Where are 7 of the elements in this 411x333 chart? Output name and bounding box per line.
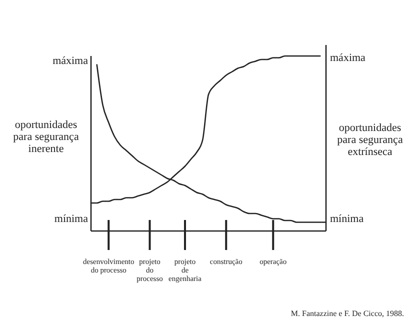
text: máxima [330,52,366,64]
text: mínima [330,213,364,225]
y2-axis-title: oportunidades para segurança extrínseca [337,122,403,158]
y-axis-title: oportunidades para segurança inerente [13,119,79,155]
text: mínima [54,213,88,225]
text: máxima [52,55,88,67]
text: M. Fantazzine e F. De Cicco, 1988. [290,309,404,318]
